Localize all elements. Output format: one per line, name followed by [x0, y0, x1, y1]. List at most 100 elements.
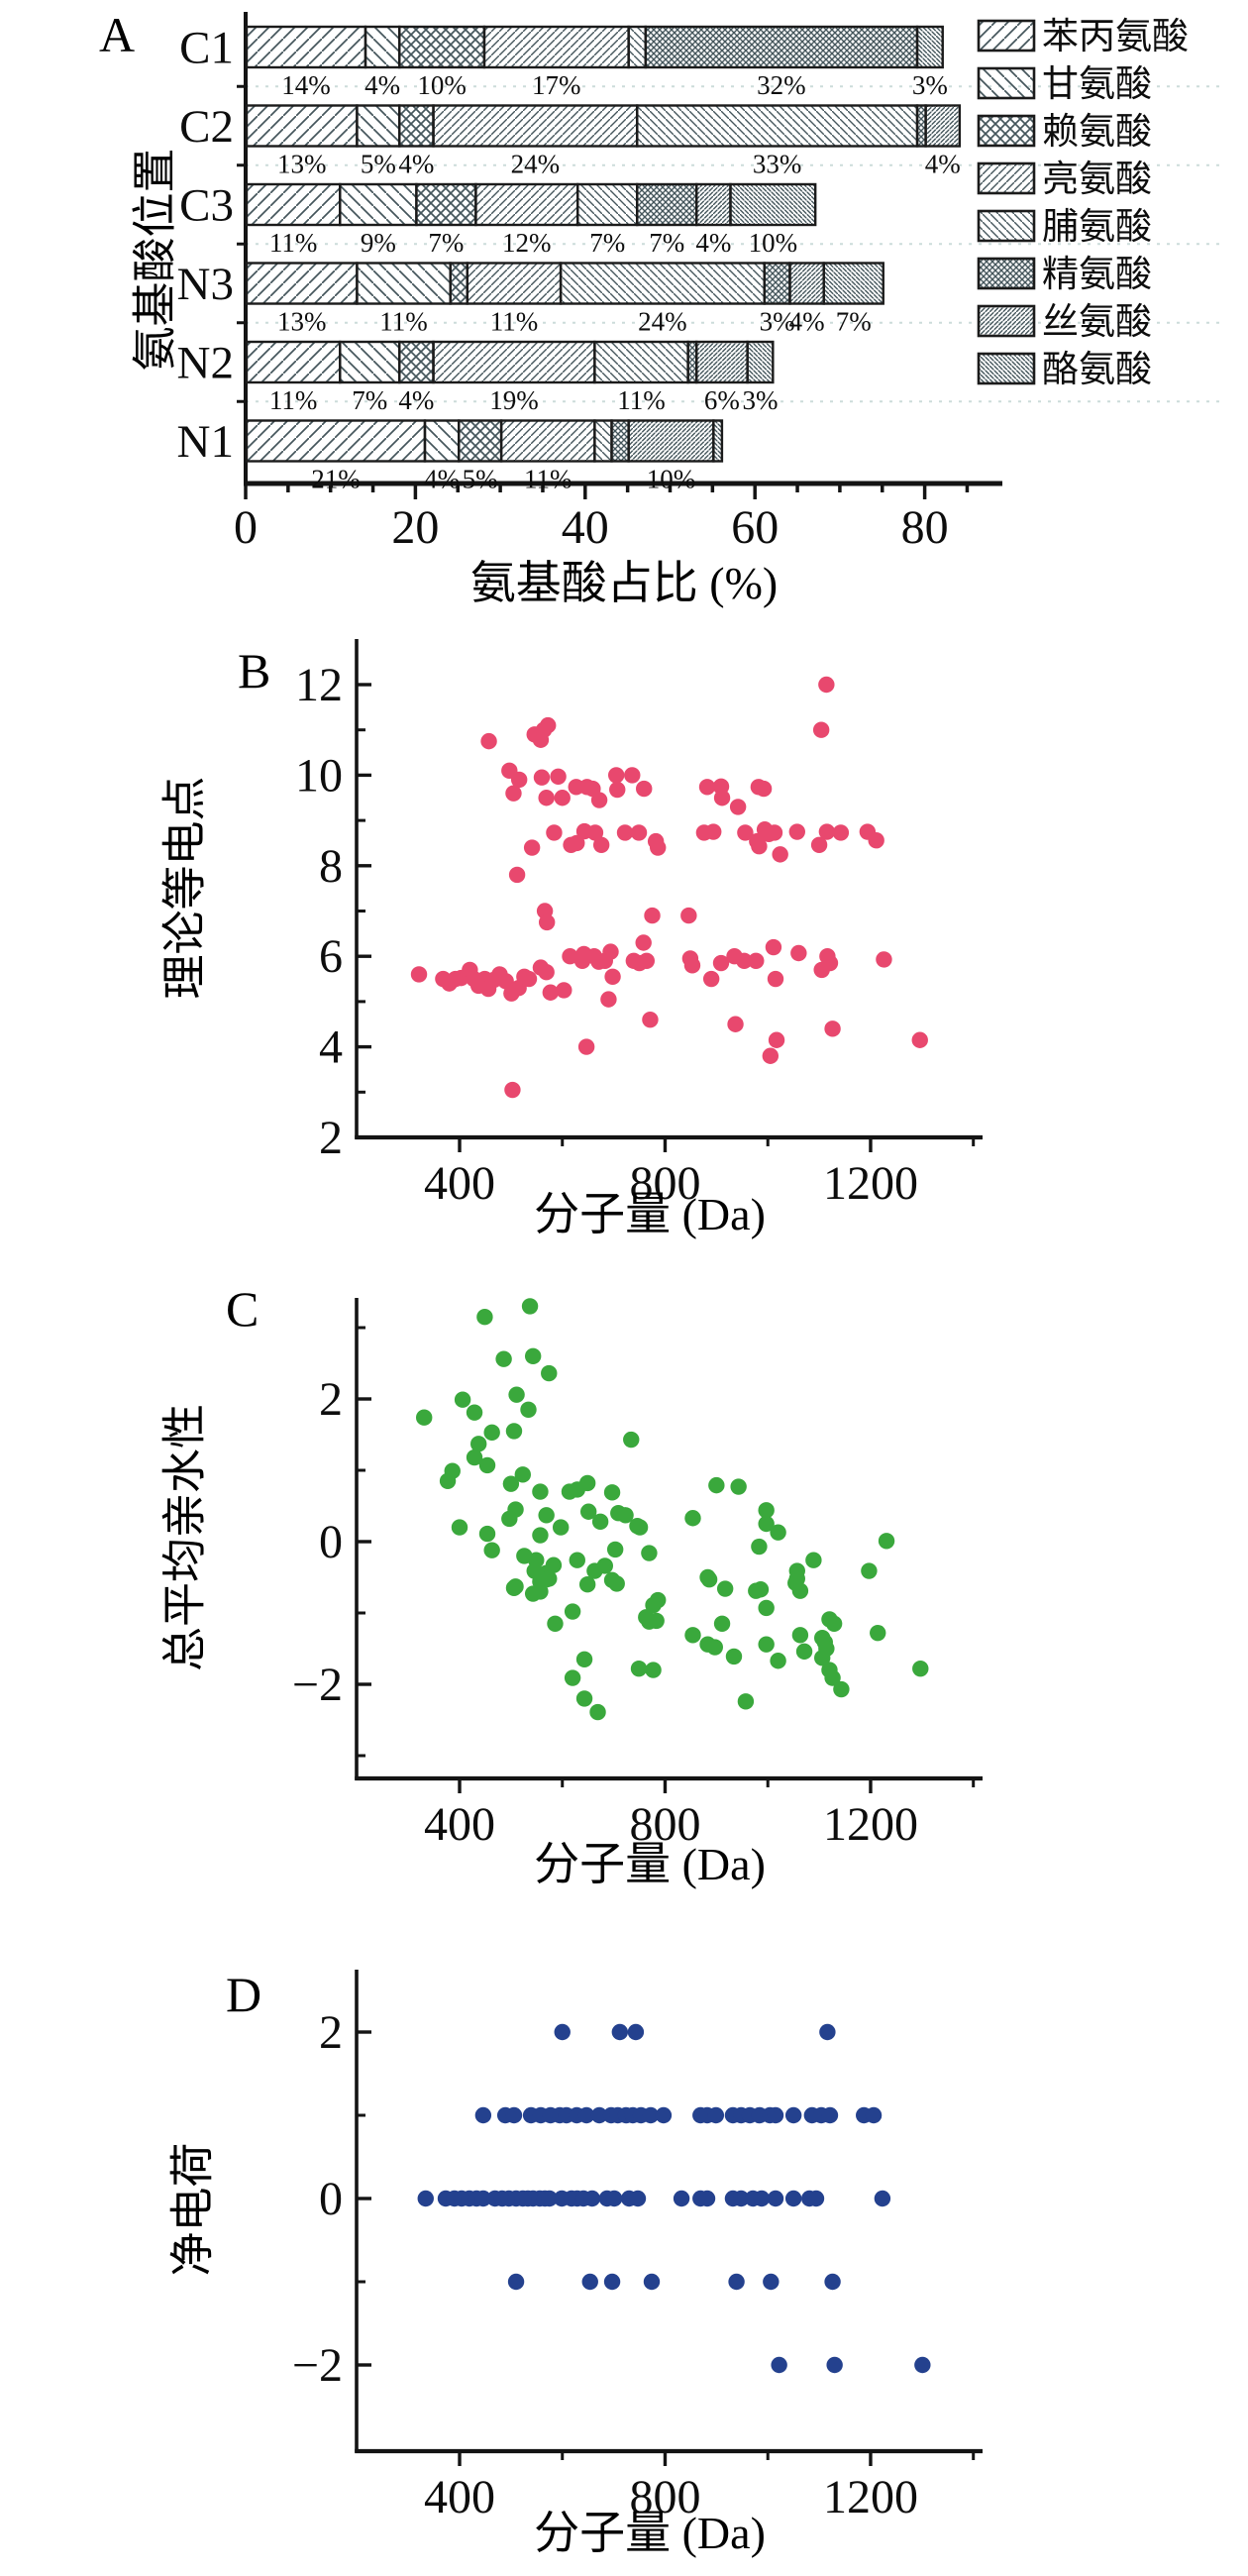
scatter-point	[590, 792, 608, 808]
bar-percent-label: 11%	[524, 465, 572, 494]
bar-percent-label: 10%	[647, 465, 696, 494]
x-axis-tick-label: 1200	[823, 1798, 918, 1851]
bar-row-label: N1	[177, 416, 234, 468]
x-axis-tick-label: 40	[562, 501, 609, 554]
scatter-point	[833, 1680, 850, 1698]
legend-label: 亮氨酸	[1042, 159, 1152, 200]
scatter-point	[540, 716, 557, 734]
scatter-point	[524, 1585, 542, 1602]
scatter-point	[569, 834, 585, 852]
legend-label: 赖氨酸	[1042, 111, 1152, 153]
bar-row-label: C3	[179, 180, 234, 232]
x-axis-tick-label: 80	[901, 501, 949, 554]
scatter-point	[592, 836, 610, 853]
scatter-point	[751, 1538, 768, 1556]
bar-percent-label: 9%	[361, 228, 396, 258]
bar-segment	[458, 419, 503, 463]
legend-swatch	[977, 66, 1036, 100]
scatter-point	[554, 790, 571, 806]
bar-percent-label: 21%	[311, 465, 361, 494]
scatter-point	[550, 768, 567, 785]
bar-segment	[356, 262, 452, 305]
scatter-point	[630, 824, 648, 841]
bar-percent-label: 12%	[502, 228, 552, 258]
x-axis-tick-label: 20	[391, 501, 439, 554]
bar-segment	[695, 340, 749, 384]
panel-b-x-axis-title: 分子量 (Da)	[534, 1189, 766, 1239]
scatter-point	[469, 1436, 487, 1452]
bar-percent-label: 24%	[638, 307, 687, 337]
bar-segment	[398, 340, 435, 384]
scatter-point	[575, 1651, 593, 1668]
scatter-point	[478, 1525, 496, 1543]
scatter-point	[521, 1298, 539, 1315]
scatter-point	[680, 907, 697, 924]
legend-swatch	[977, 161, 1036, 195]
scatter-point	[569, 1552, 585, 1568]
scatter-point	[577, 2106, 595, 2124]
bar-segment	[729, 182, 817, 227]
x-axis-tick-label: 60	[731, 501, 779, 554]
scatter-point	[616, 824, 634, 841]
scatter-point	[708, 1476, 725, 1494]
y-axis-tick-label: −2	[292, 2339, 343, 2392]
scatter-point	[476, 1309, 493, 1326]
bar-row-label: N2	[177, 338, 234, 389]
bar-segment	[788, 262, 825, 305]
legend-swatch	[977, 19, 1036, 53]
scatter-point	[624, 767, 641, 784]
bar-percent-label: 7%	[589, 228, 625, 258]
scatter-point	[507, 2273, 525, 2291]
scatter-point	[818, 676, 835, 694]
bar-segment	[245, 104, 359, 148]
bar-segment	[686, 340, 698, 384]
scatter-point	[824, 1669, 841, 1686]
scatter-point	[514, 1466, 532, 1483]
scatter-point	[546, 824, 563, 841]
bar-segment	[636, 104, 919, 148]
scatter-point	[635, 934, 652, 951]
scatter-point	[650, 839, 667, 856]
scatter-point	[707, 2106, 725, 2124]
bar-percent-label: 4%	[424, 465, 460, 494]
scatter-point	[478, 1456, 496, 1474]
scatter-point	[410, 966, 428, 983]
bar-segment	[415, 182, 477, 227]
scatter-point	[451, 1519, 468, 1536]
scatter-point	[538, 1507, 555, 1524]
scatter-point	[483, 1542, 500, 1558]
scatter-point	[501, 1510, 518, 1528]
scatter-point	[523, 839, 541, 856]
scatter-point	[713, 790, 731, 806]
scatter-point	[480, 732, 497, 750]
scatter-point	[762, 1047, 780, 1064]
scatter-point	[770, 1524, 786, 1541]
scatter-point	[590, 2106, 608, 2124]
bar-segment	[245, 419, 427, 463]
y-axis-tick-label: 8	[319, 840, 343, 893]
scatter-point	[768, 1031, 785, 1048]
legend-swatch	[977, 352, 1036, 385]
panel-b-y-axis-title: 理论等电点	[159, 776, 210, 1000]
bar-segment	[915, 25, 944, 69]
scatter-point	[591, 1513, 609, 1531]
scatter-point	[755, 780, 773, 798]
bar-segment	[474, 182, 579, 227]
bar-segment	[339, 340, 401, 384]
scatter-point	[705, 823, 722, 840]
scatter-point	[826, 2356, 843, 2374]
scatter-point	[748, 952, 765, 969]
scatter-point	[596, 1557, 613, 1574]
scatter-point	[603, 2273, 621, 2291]
y-axis-tick-label: −2	[292, 1659, 343, 1711]
legend-label: 脯氨酸	[1042, 206, 1152, 248]
scatter-point	[912, 1660, 929, 1677]
scatter-point	[532, 1483, 549, 1500]
scatter-point	[505, 1423, 523, 1440]
panel-a-x-axis-title: 氨基酸占比 (%)	[469, 558, 779, 608]
scatter-point	[878, 1533, 895, 1550]
bar-segment	[466, 262, 563, 305]
scatter-point	[466, 1449, 483, 1466]
scatter-point	[542, 984, 560, 1001]
